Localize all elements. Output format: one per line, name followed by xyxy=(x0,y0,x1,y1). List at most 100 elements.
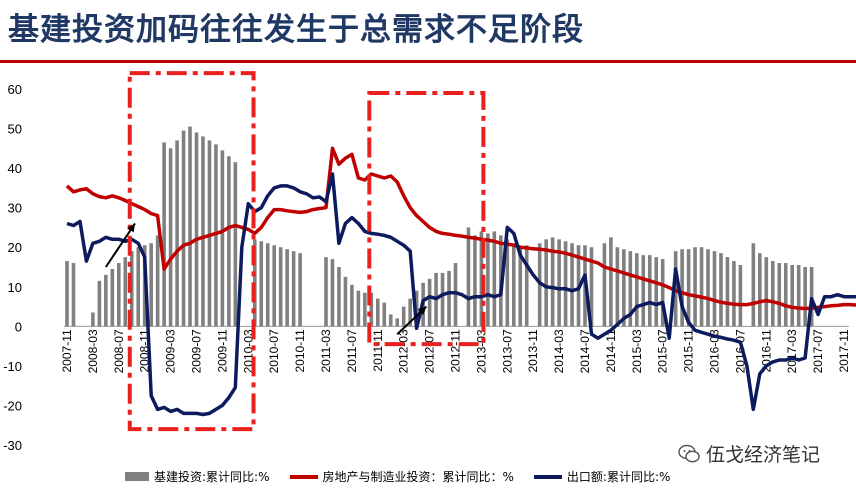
bar xyxy=(188,126,192,327)
x-tick-label: 2017-03 xyxy=(785,329,799,373)
bar xyxy=(259,241,264,327)
bar xyxy=(673,251,678,327)
bar xyxy=(285,249,289,327)
bar xyxy=(324,257,328,327)
x-tick-label: 2010-11 xyxy=(293,329,307,372)
bar xyxy=(181,130,186,327)
x-tick-label: 2011-11 xyxy=(371,329,385,372)
x-tick-label: 2010-07 xyxy=(267,329,281,373)
bar xyxy=(796,265,801,327)
x-tick-label: 2009-07 xyxy=(190,329,204,373)
bar xyxy=(712,251,717,327)
bar xyxy=(194,132,199,327)
bar xyxy=(602,243,607,327)
bar xyxy=(505,239,510,327)
bar xyxy=(369,292,374,327)
bar xyxy=(570,243,574,327)
bar xyxy=(635,253,639,327)
bar xyxy=(738,265,743,327)
legend-swatch xyxy=(125,472,149,481)
bar xyxy=(408,298,412,327)
bar xyxy=(803,267,807,327)
bar xyxy=(622,249,626,327)
x-tick-label: 2012-07 xyxy=(423,329,437,373)
page-title: 基建投资加码往往发生于总需求不足阶段 xyxy=(8,12,584,48)
bar xyxy=(395,318,400,327)
legend-item-exports: 出口额:累计同比:% xyxy=(533,468,670,485)
legend-swatch xyxy=(533,474,562,479)
x-tick-label: 2007-11 xyxy=(60,329,74,372)
legend-swatch xyxy=(289,474,318,479)
bar xyxy=(227,156,231,327)
y-tick-label: 40 xyxy=(8,161,22,176)
legend-item-infrastructure: 基建投资:累计同比:% xyxy=(125,468,270,485)
bar xyxy=(660,259,665,327)
x-tick-label: 2013-11 xyxy=(526,329,540,372)
bar xyxy=(155,235,160,327)
bar xyxy=(719,253,723,327)
bar xyxy=(518,247,523,327)
bar xyxy=(563,241,568,327)
bar xyxy=(654,257,659,327)
bar xyxy=(278,247,283,327)
x-tick-label: 2015-11 xyxy=(682,329,696,372)
bar xyxy=(168,148,173,327)
bar xyxy=(706,249,710,327)
bar xyxy=(97,280,102,327)
bar xyxy=(770,261,775,327)
x-tick-label: 2017-07 xyxy=(811,329,825,373)
annotation-box-2012 xyxy=(367,90,486,347)
bar xyxy=(511,243,516,327)
x-tick-label: 2012-11 xyxy=(449,329,463,372)
bar xyxy=(123,257,128,327)
bar xyxy=(272,245,276,327)
bar xyxy=(453,263,458,327)
legend-label: 基建投资:累计同比:% xyxy=(154,470,270,484)
x-tick-label: 2014-03 xyxy=(552,329,566,373)
bar xyxy=(615,247,620,327)
legend-item-real-estate: 房地产与制造业投资：累计同比：% xyxy=(289,468,514,485)
y-tick-label: 20 xyxy=(8,240,22,255)
bar xyxy=(110,268,115,327)
bar xyxy=(104,274,108,327)
bar xyxy=(524,245,529,327)
x-tick-label: 2016-11 xyxy=(759,329,773,372)
bar xyxy=(162,142,166,327)
bar xyxy=(149,243,153,327)
bar xyxy=(550,237,555,327)
bar xyxy=(401,306,406,327)
bar xyxy=(777,263,782,327)
arrow-2012-head xyxy=(417,306,427,315)
x-tick-label: 2009-03 xyxy=(164,329,178,373)
x-tick-label: 2013-07 xyxy=(500,329,514,373)
x-tick-label: 2008-07 xyxy=(112,329,126,373)
bar xyxy=(388,314,393,327)
bar xyxy=(699,247,704,327)
bar xyxy=(356,290,361,327)
bar xyxy=(641,255,646,327)
bar xyxy=(382,302,387,327)
bar xyxy=(136,247,141,327)
y-tick-label: 0 xyxy=(15,319,22,334)
bar xyxy=(363,292,367,327)
bar xyxy=(609,237,613,327)
bar xyxy=(330,259,335,327)
legend: 基建投资:累计同比:% 房地产与制造业投资：累计同比：% 出口额:累计同比:% xyxy=(125,468,690,485)
y-tick-label: -30 xyxy=(3,438,22,453)
x-tick-label: 2008-03 xyxy=(86,329,100,373)
bar xyxy=(427,278,432,327)
y-tick-label: 60 xyxy=(8,82,22,97)
x-tick-label: 2011-07 xyxy=(345,329,359,372)
bar xyxy=(751,243,756,327)
annotation-box-2008 xyxy=(127,71,256,432)
bar xyxy=(809,267,814,327)
x-tick-label: 2017-11 xyxy=(837,329,851,372)
bar xyxy=(65,261,69,327)
watermark-text: 伍戈经济笔记 xyxy=(706,444,821,466)
x-tick-label: 2014-07 xyxy=(578,329,592,373)
bar xyxy=(440,272,445,327)
bar xyxy=(647,255,652,327)
bar xyxy=(291,251,296,327)
arrow-2008-head xyxy=(127,223,135,233)
